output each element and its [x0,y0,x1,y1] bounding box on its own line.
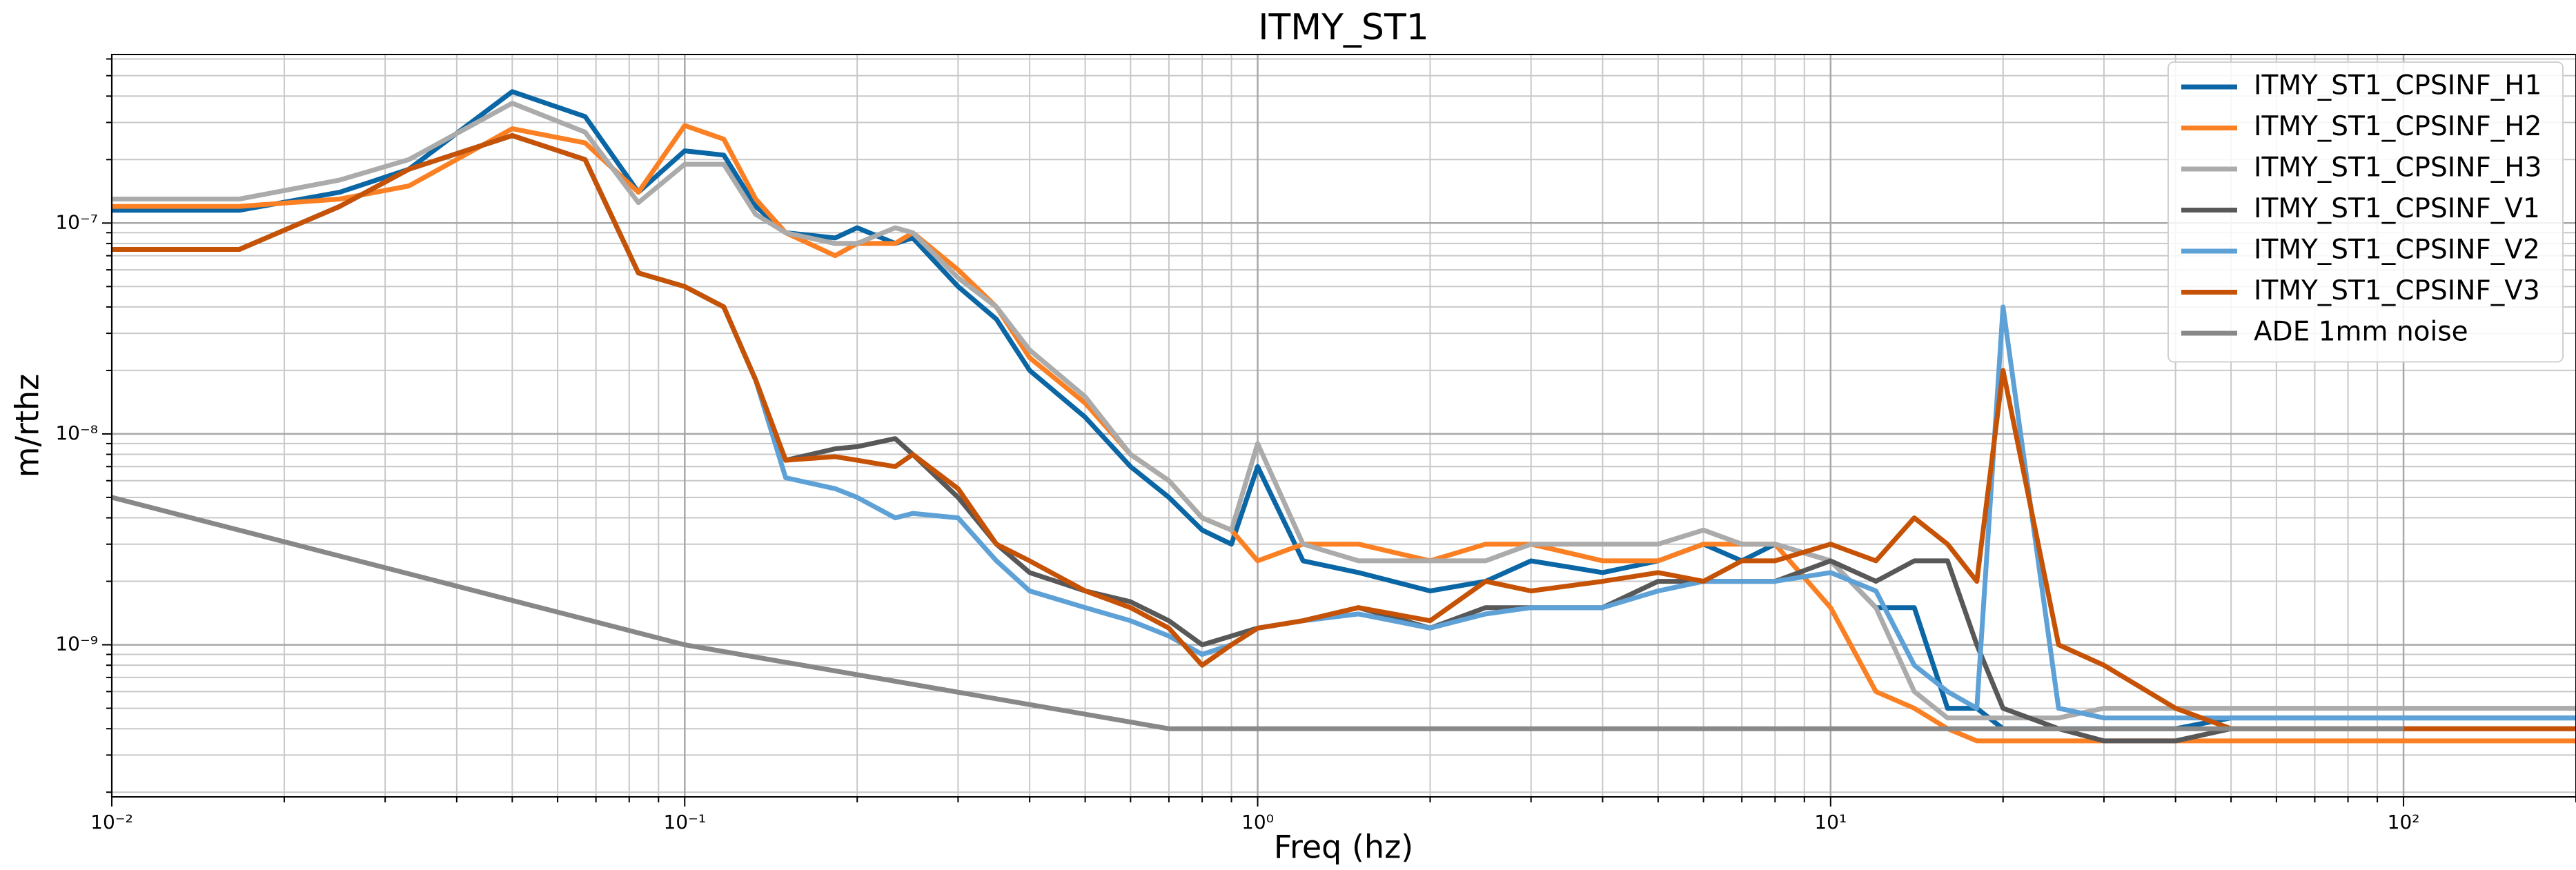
legend-label: ITMY_ST1_CPSINF_V2 [2254,235,2540,266]
y-tick-label: 10⁻⁷ [55,210,98,233]
x-tick-label: 10¹ [1814,811,1847,833]
legend-label: ITMY_ST1_CPSINF_H1 [2254,70,2541,101]
legend-box [2167,61,2564,363]
series-line [112,133,2576,731]
x-tick-label: 10⁰ [1241,811,1274,833]
series-line [112,495,2404,731]
plot-area [112,89,2576,744]
legend-label: ITMY_ST1_CPSINF_V1 [2254,193,2540,224]
axes-frame [111,54,2576,798]
x-axis-label: Freq (hz) [1274,829,1413,866]
legend-label: ITMY_ST1_CPSINF_H2 [2254,111,2541,142]
legend-label: ITMY_ST1_CPSINF_V3 [2254,275,2540,306]
y-tick-label: 10⁻⁸ [55,422,98,444]
series-line [112,101,2576,721]
legend: ITMY_ST1_CPSINF_H1 ITMY_ST1_CPSINF_H2 ITMY… [2167,61,2564,363]
x-tick-label: 10⁻² [90,811,133,833]
y-tick-label: 10⁻⁹ [55,633,98,655]
legend-label: ITMY_ST1_CPSINF_H3 [2254,152,2541,184]
legend-label: ADE 1mm noise [2254,317,2468,348]
chart-title: ITMY_ST1 [1258,7,1429,48]
y-axis-label: m/rthz [9,374,46,478]
series-line [112,123,2576,744]
ticks: 10⁻² 10⁻¹ 10⁰ 10¹ 10² 10⁻⁹ 10⁻⁸ 10⁻⁷ [55,58,2576,833]
x-tick-label: 10² [2388,811,2420,833]
x-tick-label: 10⁻¹ [663,811,706,833]
